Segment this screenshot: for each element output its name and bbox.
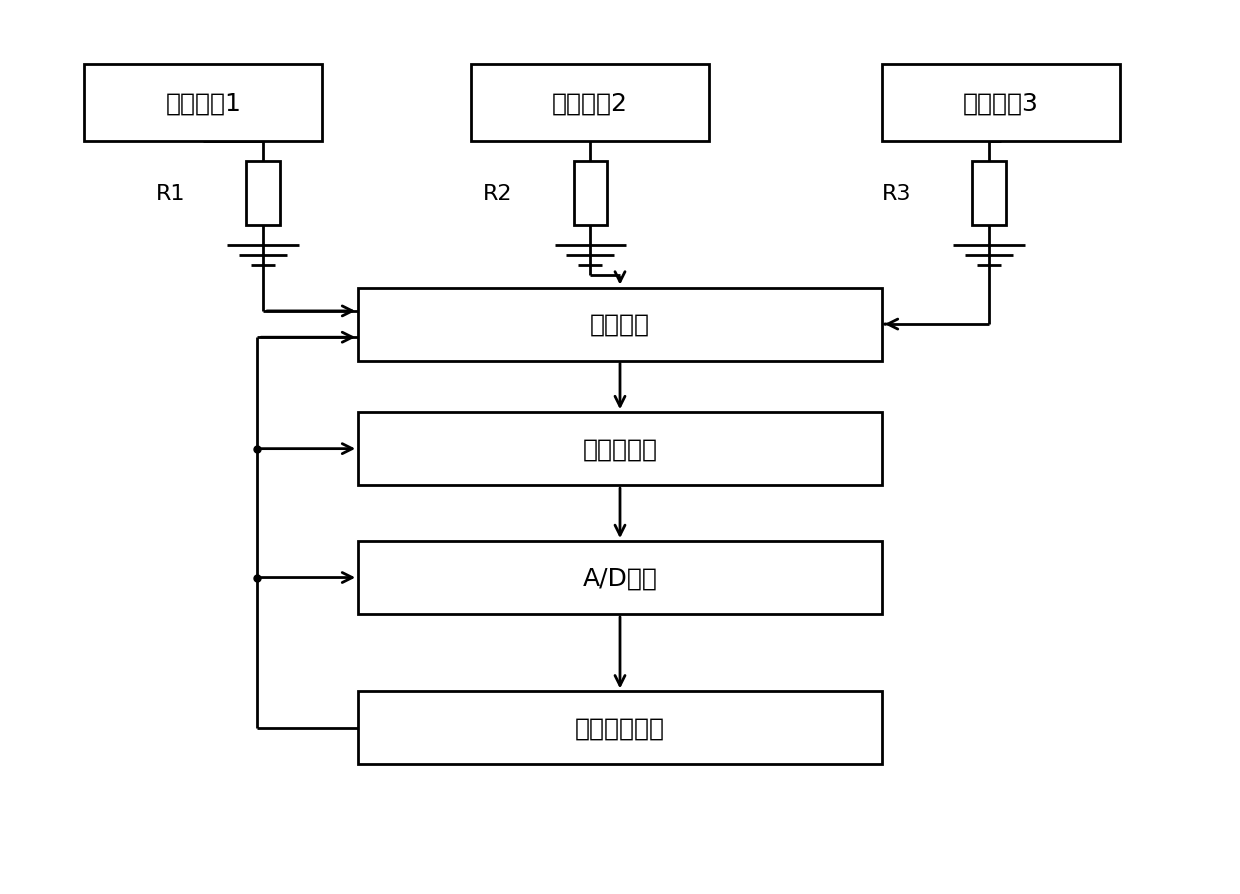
Bar xyxy=(972,162,1006,226)
Bar xyxy=(247,162,279,226)
Text: 供电电源2: 供电电源2 xyxy=(552,92,629,115)
Text: 供电电源3: 供电电源3 xyxy=(963,92,1039,115)
Text: R3: R3 xyxy=(882,184,911,204)
Bar xyxy=(84,65,322,142)
Bar xyxy=(358,542,882,614)
Bar xyxy=(574,162,606,226)
Text: 基带控制芯片: 基带控制芯片 xyxy=(575,716,665,740)
Bar xyxy=(358,413,882,485)
Bar xyxy=(882,65,1120,142)
Bar xyxy=(358,692,882,764)
Text: 可编程运放: 可编程运放 xyxy=(583,437,657,461)
Text: 供电电源1: 供电电源1 xyxy=(165,92,242,115)
Bar xyxy=(471,65,709,142)
Text: R1: R1 xyxy=(156,184,186,204)
Bar xyxy=(358,288,882,361)
Text: 模拟开关: 模拟开关 xyxy=(590,313,650,337)
Text: R2: R2 xyxy=(484,184,513,204)
Text: A/D转换: A/D转换 xyxy=(583,566,657,590)
